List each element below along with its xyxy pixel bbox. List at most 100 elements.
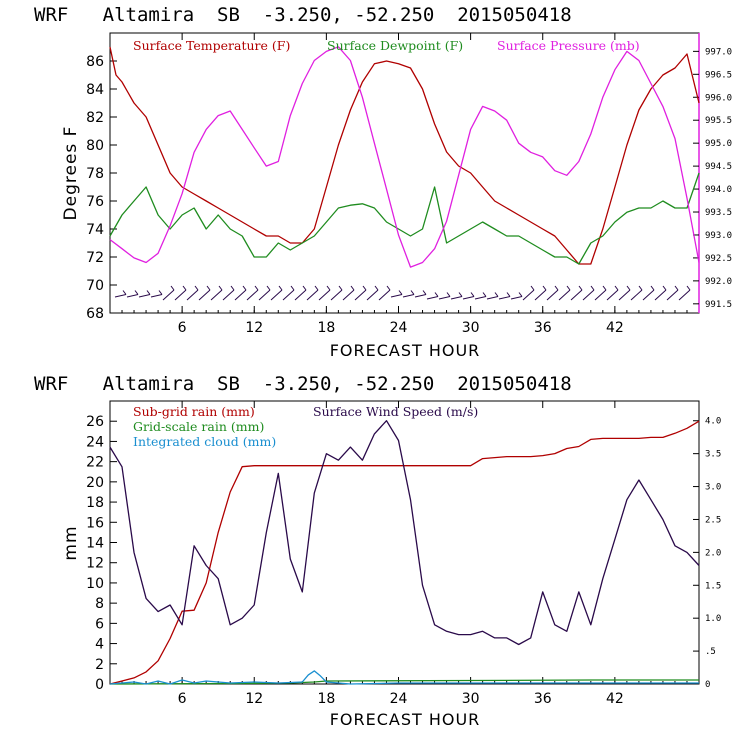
y-tick-label: 18 [86, 495, 104, 511]
wind-barb [426, 292, 439, 300]
y2-tick-label: 3.0 [705, 483, 721, 493]
y-tick-label: 26 [86, 414, 104, 430]
wind-barb [114, 290, 127, 298]
wind-barb [162, 285, 175, 301]
y2-tick-label: 4.0 [705, 417, 721, 427]
y-tick-label: 20 [86, 475, 104, 491]
wind-barb [522, 285, 535, 301]
precipitation-chart: WRF Altamira SB -3.250, -52.250 20150504… [34, 373, 721, 729]
wind-barb [306, 285, 319, 301]
legend-surface-wind-speed: Surface Wind Speed (m/s) [313, 404, 478, 419]
y2-tick-label: 1.5 [705, 581, 721, 591]
y-tick-label: 10 [86, 576, 104, 592]
x-tick-label: 6 [178, 320, 187, 336]
wind-barb [642, 285, 655, 301]
wind-barb [546, 285, 559, 301]
series-line-surface-wind-speed-m-s [109, 420, 700, 646]
y-tick-label: 0 [95, 677, 104, 693]
wind-barb [234, 285, 247, 301]
wind-barb [258, 285, 271, 301]
wind-barb [498, 292, 511, 300]
wind-barb [510, 292, 523, 300]
wind-barb [282, 285, 295, 301]
chart-2-xlabel: FORECAST HOUR [330, 710, 481, 729]
x-tick-label: 6 [178, 691, 187, 707]
x-tick-label: 12 [245, 691, 263, 707]
wind-barb [438, 292, 451, 300]
series-line-integrated-cloud-mm [109, 670, 699, 685]
y-tick-label: 70 [86, 278, 104, 294]
y2-tick-label: 995.5 [705, 116, 732, 126]
wind-barb [270, 285, 283, 301]
wind-barb [450, 292, 463, 300]
wind-barbs [114, 285, 691, 301]
y2-tick-label: 3.5 [705, 450, 721, 460]
wind-barb [210, 285, 223, 301]
legend-integrated-cloud: Integrated cloud (mm) [133, 434, 276, 449]
y-tick-label: 14 [86, 536, 104, 552]
chart-1-plot-frame [109, 32, 700, 314]
wind-barb [246, 285, 259, 301]
y2-tick-label: 996.5 [705, 70, 732, 80]
y2-tick-label: 992.0 [705, 277, 732, 287]
y-tick-label: 24 [86, 434, 104, 450]
wind-barb [558, 285, 571, 301]
y2-tick-label: 0 [705, 680, 710, 690]
y2-tick-label: 996.0 [705, 93, 732, 103]
y2-tick-label: 991.5 [705, 300, 732, 310]
y-tick-label: 68 [86, 306, 104, 322]
series-line-grid-scale-rain-mm [109, 679, 699, 685]
y2-tick-label: 993.0 [705, 231, 732, 241]
x-tick-label: 42 [606, 320, 624, 336]
y2-tick-label: 2.5 [705, 515, 721, 525]
x-tick-label: 24 [390, 691, 408, 707]
y-tick-label: 78 [86, 166, 104, 182]
y-tick-label: 12 [86, 556, 104, 572]
series-line-surface-dewpoint-f [109, 172, 700, 265]
wind-barb [378, 285, 391, 301]
x-tick-label: 42 [606, 691, 624, 707]
wind-barb [474, 292, 487, 300]
y2-tick-label: .5 [705, 647, 716, 657]
legend-sub-grid-rain: Sub-grid rain (mm) [133, 404, 255, 419]
y2-tick-label: 997.0 [705, 47, 732, 57]
y-tick-label: 80 [86, 138, 104, 154]
wind-barb [402, 290, 415, 298]
x-tick-label: 18 [317, 320, 335, 336]
wind-barb [594, 285, 607, 301]
y2-tick-label: 995.0 [705, 139, 732, 149]
chart-2-title: WRF Altamira SB -3.250, -52.250 20150504… [34, 373, 572, 395]
y-tick-label: 2 [95, 657, 104, 673]
series-line-surface-temperature-f [109, 46, 700, 265]
wind-barb [654, 285, 667, 301]
y2-tick-label: 2.0 [705, 548, 721, 558]
wind-barb [618, 285, 631, 301]
legend-surface-dewpoint: Surface Dewpoint (F) [327, 38, 463, 53]
wind-barb [462, 292, 475, 300]
wind-barb [318, 285, 331, 301]
wind-barb [582, 285, 595, 301]
y-tick-label: 16 [86, 515, 104, 531]
series-line-sub-grid-rain-mm [109, 420, 700, 685]
y2-tick-label: 1.0 [705, 614, 721, 624]
x-tick-label: 18 [317, 691, 335, 707]
y-tick-label: 6 [95, 616, 104, 632]
legend-grid-scale-rain: Grid-scale rain (mm) [133, 419, 264, 434]
wind-barb [174, 285, 187, 301]
wind-barb [354, 285, 367, 301]
wind-barb [150, 290, 163, 298]
wind-barb [630, 285, 643, 301]
y2-tick-label: 993.5 [705, 208, 732, 218]
y-tick-label: 76 [86, 194, 104, 210]
y-tick-label: 8 [95, 596, 104, 612]
y-tick-label: 86 [86, 54, 104, 70]
y-tick-label: 72 [86, 250, 104, 266]
wind-barb [606, 285, 619, 301]
wind-barb [294, 285, 307, 301]
wind-barb [570, 285, 583, 301]
y-tick-label: 22 [86, 455, 104, 471]
y-tick-label: 4 [95, 637, 104, 653]
wind-barb [678, 285, 691, 301]
wind-barb [126, 290, 139, 298]
